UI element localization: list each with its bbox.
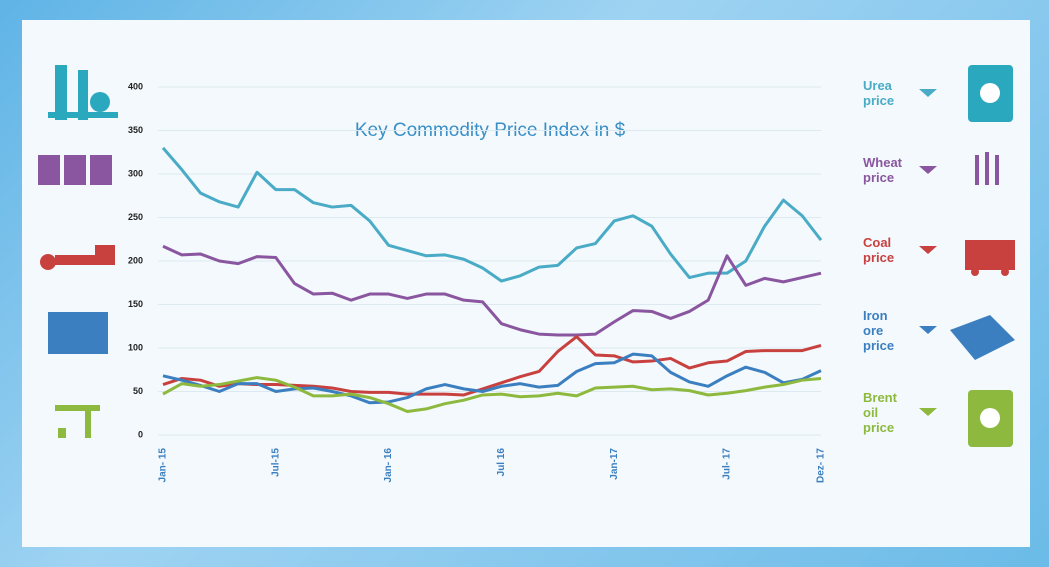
x-tick-label: Dez- 17 bbox=[816, 448, 827, 483]
icon-excavator bbox=[40, 245, 115, 270]
icon-brent bbox=[968, 390, 1013, 447]
legend-marker bbox=[919, 246, 937, 254]
series-line bbox=[163, 378, 821, 412]
legend-label: Iron ore price bbox=[863, 308, 911, 353]
x-tick-label: Jan- 16 bbox=[383, 448, 394, 483]
legend-label: Wheat price bbox=[863, 155, 911, 185]
icon-oil-pump bbox=[55, 405, 100, 438]
icon-silo bbox=[38, 155, 112, 185]
y-tick-label: 100 bbox=[128, 342, 143, 352]
x-tick-label: Jul-15 bbox=[270, 448, 281, 477]
icon-coal bbox=[965, 240, 1015, 276]
legend-marker bbox=[919, 166, 937, 174]
legend-label: Coal price bbox=[863, 235, 911, 265]
icon-iron bbox=[950, 315, 1015, 360]
y-tick-label: 250 bbox=[128, 212, 143, 222]
y-tick-label: 200 bbox=[128, 255, 143, 265]
y-tick-label: 150 bbox=[128, 299, 143, 309]
legend-marker bbox=[919, 326, 937, 334]
x-tick-label: Jan-17 bbox=[609, 448, 620, 480]
icon-urea bbox=[968, 65, 1013, 122]
y-tick-label: 400 bbox=[128, 81, 143, 91]
icon-mine bbox=[48, 312, 108, 354]
icon-plant bbox=[48, 65, 118, 120]
x-tick-label: Jul 16 bbox=[496, 448, 507, 477]
y-tick-label: 50 bbox=[133, 386, 143, 396]
legend-marker bbox=[919, 408, 937, 416]
y-tick-label: 0 bbox=[138, 429, 143, 439]
icon-wheat bbox=[975, 152, 999, 185]
legend-label: Urea price bbox=[863, 78, 911, 108]
legend-label: Brent oil price bbox=[863, 390, 911, 435]
page: Key Commodity Price Index in $ 050100150… bbox=[0, 0, 1049, 567]
x-tick-label: Jul- 17 bbox=[722, 448, 733, 480]
x-tick-label: Jan- 15 bbox=[158, 448, 169, 483]
series-line bbox=[163, 246, 821, 335]
y-tick-label: 300 bbox=[128, 168, 143, 178]
legend-marker bbox=[919, 89, 937, 97]
y-tick-label: 350 bbox=[128, 125, 143, 135]
